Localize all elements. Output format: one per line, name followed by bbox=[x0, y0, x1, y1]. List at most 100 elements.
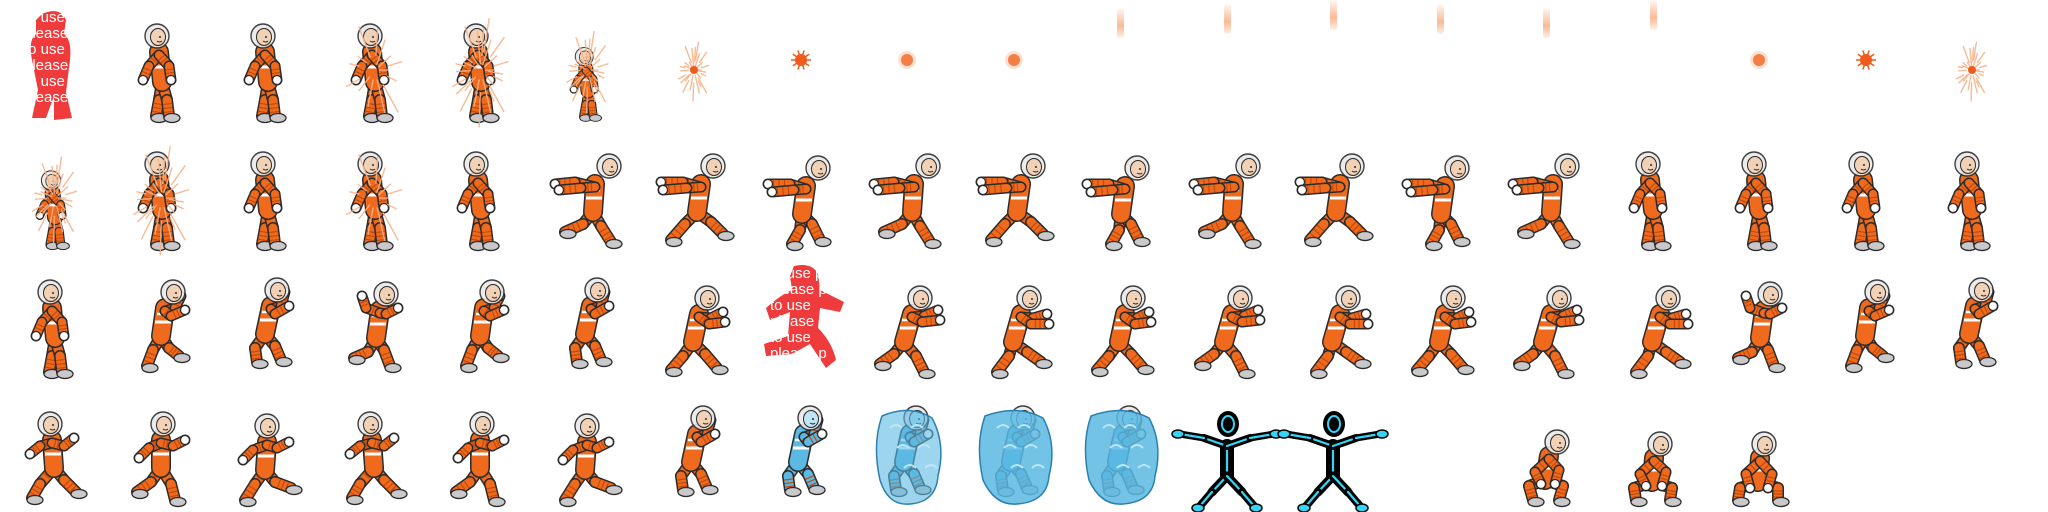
sprite-graphic bbox=[1411, 285, 1477, 378]
sprite-graphic bbox=[875, 405, 942, 505]
astronaut-sprite bbox=[1091, 285, 1157, 378]
astronaut-sprite bbox=[1732, 281, 1788, 374]
astronaut-sprite bbox=[1845, 279, 1895, 374]
teleport-burst bbox=[1856, 50, 1876, 70]
sprite-graphic bbox=[30, 11, 73, 120]
teleport-dot bbox=[1008, 54, 1020, 66]
astronaut-sprite bbox=[1081, 155, 1151, 252]
sprite-graphic bbox=[1091, 285, 1157, 378]
sprite-graphic bbox=[131, 411, 191, 508]
sprite-graphic bbox=[1401, 155, 1471, 252]
astronaut-sprite bbox=[549, 153, 623, 250]
ice-block bbox=[1084, 409, 1159, 505]
sprite-frame-r2-c18 bbox=[1813, 128, 1919, 256]
sprite-frame-r4-c18 bbox=[1813, 384, 1919, 512]
teleport-beam bbox=[1224, 4, 1231, 34]
sprite-frame-r1-c19 bbox=[1919, 0, 2025, 128]
watermark-line: to use bbox=[24, 73, 65, 90]
teleport-dot bbox=[1753, 54, 1765, 66]
sprite-frame-r1-c4 bbox=[322, 0, 428, 128]
sprite-graphic bbox=[1628, 431, 1682, 508]
watermark-line: to use bbox=[770, 297, 811, 314]
sprite-frame-r2-c7 bbox=[641, 128, 747, 256]
sprite-graphic bbox=[141, 279, 191, 374]
sprite-graphic bbox=[991, 285, 1055, 380]
astronaut-sprite bbox=[665, 285, 731, 378]
sprite-graphic bbox=[249, 277, 295, 370]
sprite-frame-r3-c10 bbox=[961, 256, 1067, 384]
sprite-graphic bbox=[1194, 285, 1266, 380]
sprite-graphic bbox=[1630, 285, 1694, 380]
sprite-graphic bbox=[1543, 8, 1550, 38]
sprite-graphic bbox=[346, 23, 403, 124]
sprite-frame-r3-c18 bbox=[1813, 256, 1919, 384]
astronaut-sprite bbox=[1194, 285, 1266, 380]
astronaut-sprite bbox=[456, 23, 500, 124]
sprite-frame-r3-c5 bbox=[428, 256, 534, 384]
watermark-line: please p bbox=[24, 89, 81, 106]
teleport-sparks bbox=[346, 154, 403, 241]
sprite-graphic bbox=[1628, 151, 1672, 252]
astronaut-sprite bbox=[1628, 431, 1682, 508]
sprite-frame-r1-c11 bbox=[1067, 0, 1173, 128]
astronaut-sprite bbox=[1294, 153, 1374, 248]
sprite-graphic bbox=[30, 279, 74, 380]
teleport-sparks bbox=[133, 145, 190, 256]
sprite-frame-r3-c1 bbox=[2, 256, 108, 384]
sprite-graphic bbox=[1437, 4, 1444, 34]
sprite-graphic bbox=[133, 145, 190, 256]
sprite-frame-r1-c13 bbox=[1280, 0, 1386, 128]
sprite-graphic bbox=[1841, 151, 1885, 252]
sprite-frame-r3-c13 bbox=[1280, 256, 1386, 384]
sprite-graphic bbox=[566, 30, 609, 122]
astronaut-sprite bbox=[1953, 277, 1999, 370]
sprite-frame-r4-c4 bbox=[322, 384, 428, 512]
astronaut-sprite bbox=[1841, 151, 1885, 252]
sprite-frame-r2-c14 bbox=[1387, 128, 1493, 256]
sprite-frame-r1-c10 bbox=[961, 0, 1067, 128]
teleport-sparks bbox=[452, 17, 509, 128]
sprite-frame-r1-c7 bbox=[641, 0, 747, 128]
astronaut-sprite bbox=[243, 23, 287, 124]
astronaut-sprite bbox=[1507, 153, 1581, 250]
sprite-graphic bbox=[1224, 4, 1231, 34]
astronaut-sprite bbox=[1523, 429, 1571, 508]
teleport-core bbox=[1968, 66, 1976, 74]
watermark-line: please p bbox=[770, 313, 827, 330]
watermark-line: please p bbox=[24, 57, 81, 74]
sprite-frame-r2-c13 bbox=[1280, 128, 1386, 256]
teleport-sparks bbox=[677, 41, 710, 102]
sprite-graphic bbox=[1955, 41, 1988, 102]
sprite-graphic bbox=[31, 156, 78, 251]
sprite-frame-r4-c9 bbox=[854, 384, 960, 512]
sprite-graphic bbox=[557, 413, 623, 508]
watermark-line: please p bbox=[770, 281, 827, 298]
sprite-graphic bbox=[1856, 50, 1876, 70]
astronaut-sprite bbox=[24, 411, 88, 506]
astronaut-sprite bbox=[762, 155, 832, 252]
astronaut-sprite bbox=[30, 279, 74, 380]
sprite-frame-r1-c17 bbox=[1706, 0, 1812, 128]
astronaut-sprite bbox=[237, 413, 303, 508]
watermark-silhouette bbox=[764, 265, 844, 368]
sprite-graphic bbox=[346, 151, 403, 252]
sprite-frame-r4-c6 bbox=[535, 384, 641, 512]
sprite-graphic bbox=[237, 413, 303, 508]
sprite-frame-r4-c12 bbox=[1171, 384, 1283, 512]
sprite-graphic bbox=[675, 405, 721, 498]
sprite-frame-r4-c14 bbox=[1387, 384, 1493, 512]
sprite-graphic bbox=[1813, 384, 1919, 512]
sprite-graphic bbox=[243, 23, 287, 124]
sprite-graphic bbox=[452, 17, 509, 128]
astronaut-sprite bbox=[1411, 285, 1477, 378]
sprite-frame-r3-c9 bbox=[854, 256, 960, 384]
teleport-beam bbox=[1117, 8, 1124, 38]
sprite-frame-r3-c2 bbox=[109, 256, 215, 384]
sprite-frame-r1-c6 bbox=[535, 0, 641, 128]
sprite-graphic bbox=[569, 277, 615, 370]
teleport-glow bbox=[1750, 51, 1768, 69]
sprite-frame-r4-c5 bbox=[428, 384, 534, 512]
sprite-graphic bbox=[1081, 155, 1151, 252]
astronaut-sprite bbox=[1188, 153, 1262, 250]
